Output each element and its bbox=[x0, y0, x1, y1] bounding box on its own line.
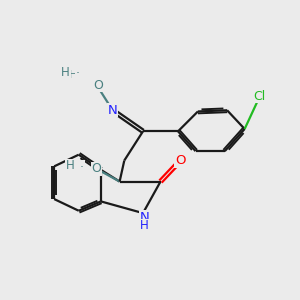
Text: Cl: Cl bbox=[254, 90, 266, 103]
Text: ·: · bbox=[75, 67, 79, 80]
Text: H: H bbox=[66, 159, 75, 172]
Text: O: O bbox=[91, 162, 101, 175]
Text: O: O bbox=[94, 79, 103, 92]
Text: H: H bbox=[140, 219, 149, 232]
Text: N: N bbox=[108, 104, 118, 117]
Text: O: O bbox=[175, 154, 186, 167]
Text: N: N bbox=[140, 211, 149, 224]
Text: H: H bbox=[69, 70, 77, 80]
Text: ·: · bbox=[80, 161, 84, 174]
Text: H: H bbox=[61, 66, 70, 79]
